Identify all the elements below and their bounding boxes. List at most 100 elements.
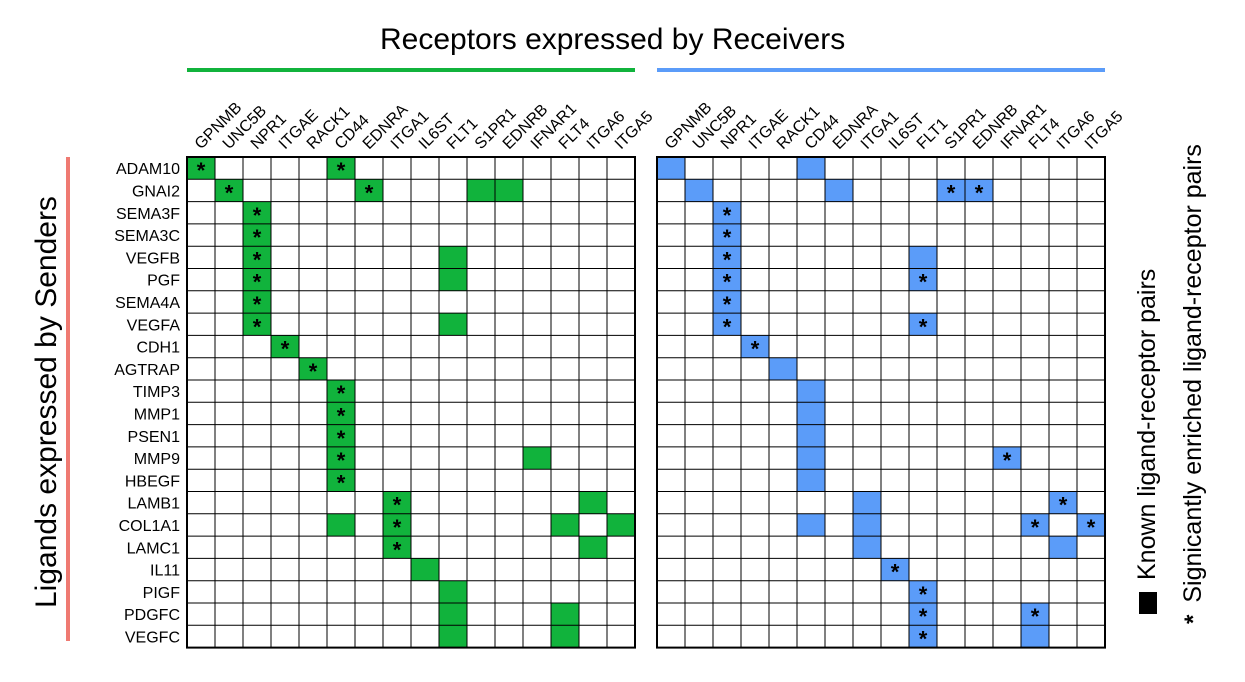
heatmap-cell-blue: [797, 380, 825, 403]
significance-star: *: [947, 180, 956, 205]
significance-star: *: [891, 560, 900, 585]
significance-star: *: [919, 314, 928, 339]
significance-star: *: [723, 292, 732, 317]
heatmap-cell-green: [551, 513, 579, 537]
heatmap-cell-green: [243, 313, 271, 336]
heatmap-cell-blue: [909, 268, 937, 291]
row-label: VEGFC: [125, 629, 180, 646]
heatmap-cell-blue: [685, 179, 713, 202]
significance-star: *: [197, 158, 206, 183]
significance-star: *: [1031, 515, 1040, 540]
significance-star: *: [253, 270, 262, 295]
row-label: AGTRAP: [114, 362, 180, 379]
heatmap-cell-green: [327, 157, 355, 180]
heatmap-cell-blue: [713, 268, 741, 291]
heatmap-cell-green: [271, 335, 299, 358]
heatmap-cell-green: [355, 179, 383, 202]
significance-star: *: [1087, 515, 1096, 540]
legend-known: Known ligand-receptor pairs: [1132, 269, 1162, 614]
heatmap-cell-blue: [741, 335, 769, 358]
heatmap-cell-green: [551, 625, 579, 648]
significance-star: *: [919, 626, 928, 651]
row-label: ADAM10: [116, 161, 180, 178]
panel-frame-green: [186, 156, 636, 649]
heatmap-cell-green: [243, 290, 271, 314]
row-label: PIGF: [143, 585, 181, 602]
heatmap-cell-green: [439, 246, 467, 269]
row-label: PDGFC: [124, 607, 180, 624]
heatmap-cell-blue: [1021, 603, 1049, 626]
heatmap-cell-blue: [1021, 625, 1049, 648]
significance-star: *: [337, 403, 346, 428]
row-label: MMP9: [134, 451, 180, 468]
heatmap-cell-green: [551, 603, 579, 626]
significance-star: *: [337, 426, 346, 451]
row-label: PGF: [147, 273, 180, 290]
heatmap-cell-green: [243, 268, 271, 291]
significance-star: *: [253, 247, 262, 272]
heatmap-cell-green: [383, 536, 411, 559]
row-label: PSEN1: [128, 429, 181, 446]
heatmap-cell-green: [439, 603, 467, 626]
heatmap-cell-blue: [797, 157, 825, 180]
legend-significant: * Signicantly enriched ligand-receptor pa…: [1178, 144, 1209, 624]
heatmap-cell-blue: [1049, 491, 1077, 514]
heatmap-cell-blue: [1049, 536, 1077, 559]
significance-star: *: [337, 470, 346, 495]
heatmap-cell-blue: [909, 246, 937, 269]
heatmap-cell-green: [327, 402, 355, 425]
row-label: COL1A1: [119, 518, 180, 535]
significance-star: *: [337, 381, 346, 406]
heatmap-cell-green: [383, 513, 411, 537]
heatmap-cell-green: [495, 179, 523, 202]
heatmap-cell-blue: [657, 157, 685, 180]
row-label: LAMB1: [128, 496, 181, 513]
heatmap-cell-blue: [713, 246, 741, 269]
significance-star: *: [393, 537, 402, 562]
significance-star: *: [1003, 448, 1012, 473]
significance-star: *: [337, 448, 346, 473]
heatmap-cell-blue: [937, 179, 965, 202]
significance-star: *: [309, 359, 318, 384]
heatmap-cell-blue: [797, 446, 825, 470]
heatmap-cell-blue: [909, 625, 937, 648]
significance-star: *: [723, 314, 732, 339]
row-label: TIMP3: [133, 384, 180, 401]
row-label: SEMA4A: [115, 295, 180, 312]
heatmap-cell-blue: [713, 313, 741, 336]
heatmap-cell-green: [327, 513, 355, 537]
significance-star: *: [919, 270, 928, 295]
significance-star: *: [975, 180, 984, 205]
heatmap-cell-green: [607, 513, 635, 537]
legend-known-label: Known ligand-receptor pairs: [1133, 268, 1161, 580]
heatmap-cell-blue: [713, 201, 741, 224]
heatmap-cell-green: [439, 313, 467, 336]
heatmap-cell-blue: [909, 603, 937, 626]
heatmap-cell-green: [327, 380, 355, 403]
legend-significant-label: Signicantly enriched ligand-receptor pai…: [1179, 144, 1207, 603]
significance-star: *: [337, 158, 346, 183]
heatmap-cell-blue: [769, 357, 797, 380]
heatmap-cell-blue: [909, 580, 937, 603]
heatmap-cell-blue: [1021, 513, 1049, 537]
heatmap-cell-green: [411, 558, 439, 581]
row-label: SEMA3C: [114, 228, 180, 245]
row-label: GNAI2: [132, 183, 180, 200]
heatmap-cell-blue: [1077, 513, 1105, 537]
heatmap-cell-green: [243, 201, 271, 224]
panel-frame-blue: [656, 156, 1106, 649]
row-label: IL11: [150, 563, 180, 580]
heatmap-cell-blue: [993, 446, 1021, 470]
significance-star: *: [253, 225, 262, 250]
heatmap-cell-green: [243, 246, 271, 269]
row-label: LAMC1: [127, 540, 180, 557]
heatmap-cell-blue: [713, 290, 741, 314]
heatmap-cell-green: [327, 469, 355, 492]
row-label: VEGFB: [126, 250, 180, 267]
legend-swatch-icon: [1139, 592, 1158, 614]
significance-star: *: [751, 337, 760, 362]
heatmap-cell-green: [299, 357, 327, 380]
heatmap-cell-green: [215, 179, 243, 202]
row-label: CDH1: [136, 340, 180, 357]
